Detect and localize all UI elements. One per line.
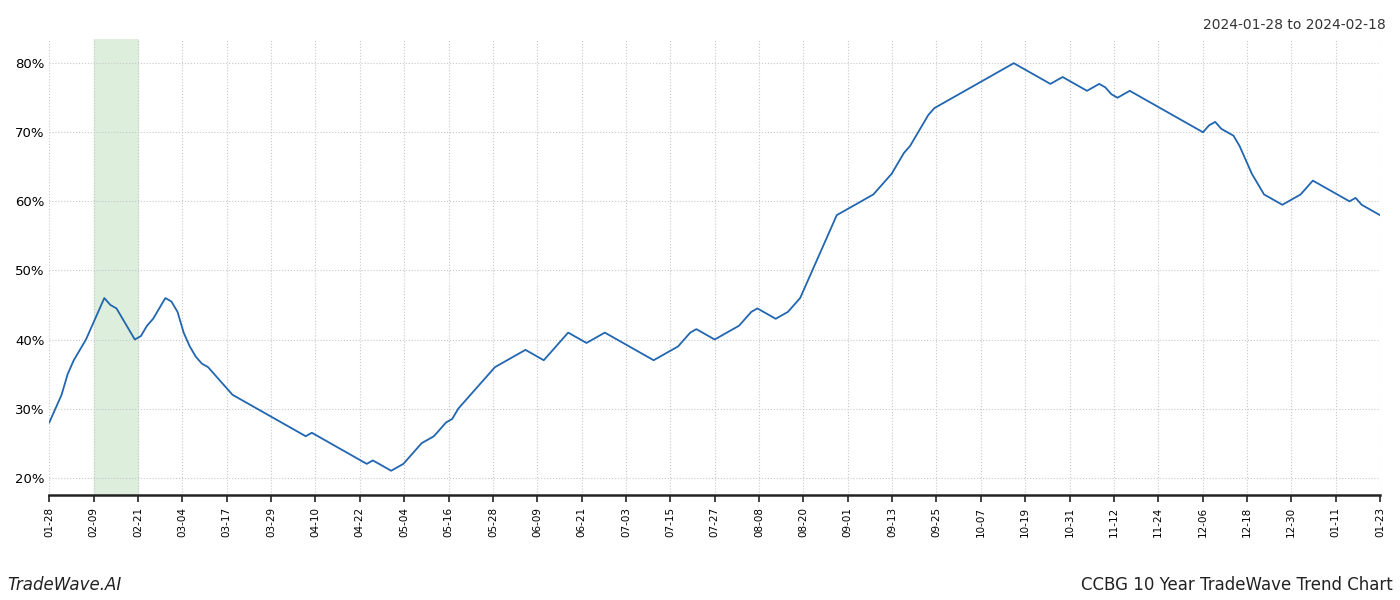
Text: CCBG 10 Year TradeWave Trend Chart: CCBG 10 Year TradeWave Trend Chart: [1081, 576, 1393, 594]
Text: 2024-01-28 to 2024-02-18: 2024-01-28 to 2024-02-18: [1203, 18, 1386, 32]
Bar: [94, 39, 139, 495]
Text: TradeWave.AI: TradeWave.AI: [7, 576, 122, 594]
